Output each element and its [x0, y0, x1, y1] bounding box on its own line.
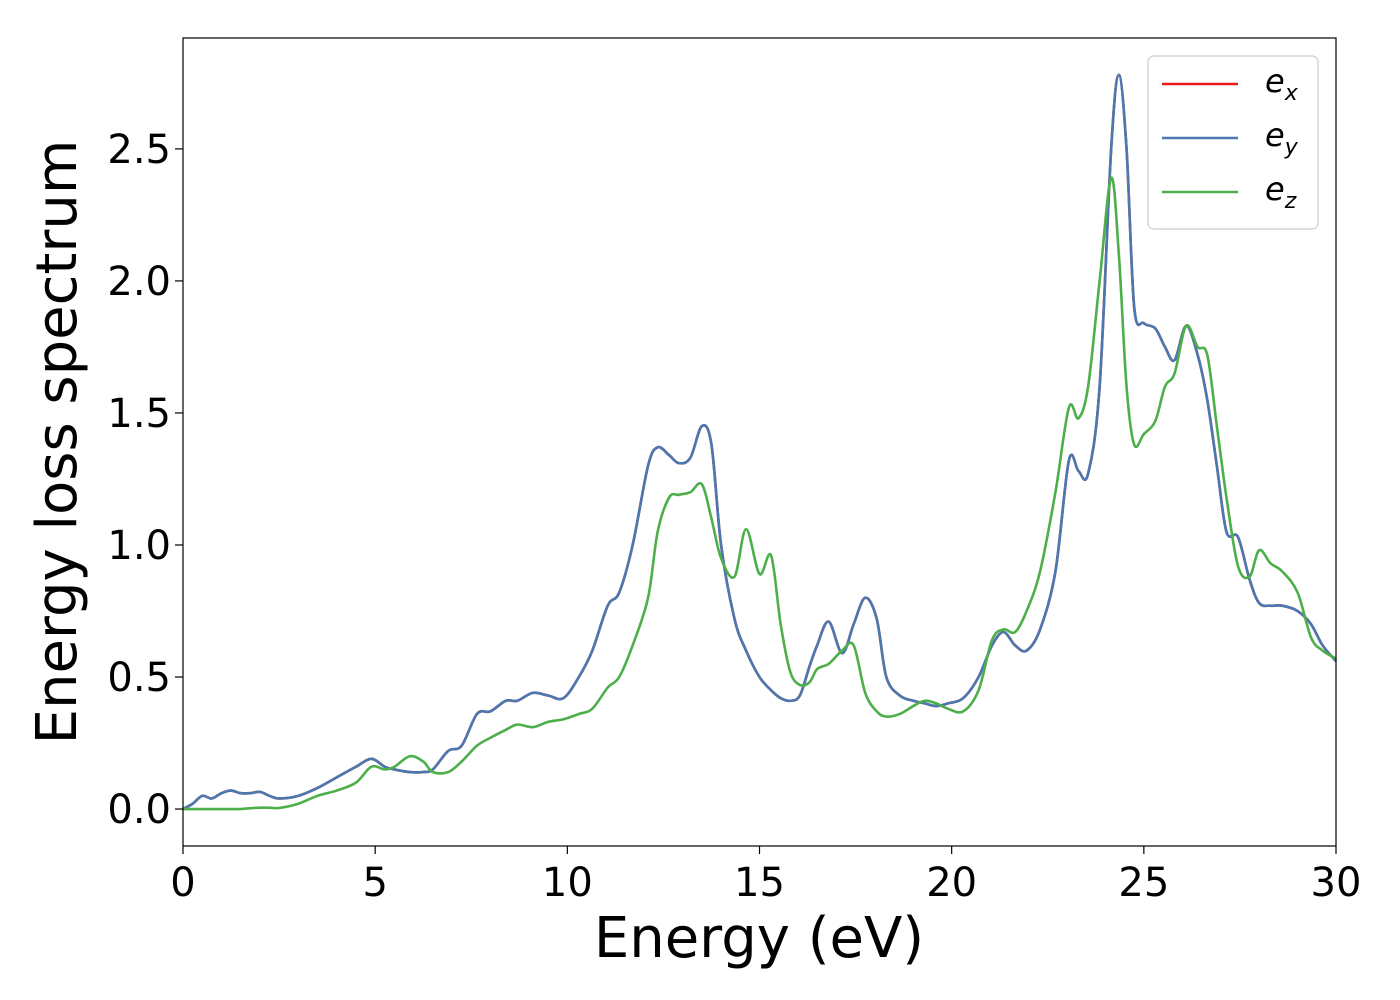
y-tick-label: 2.0 — [107, 259, 171, 305]
x-tick-label: 30 — [1311, 860, 1362, 906]
x-tick-label: 20 — [926, 860, 977, 906]
y-ticks: 0.0 0.5 1.0 1.5 2.0 2.5 — [107, 127, 183, 833]
legend-frame — [1147, 55, 1319, 230]
legend-label-e_y: ey — [1265, 116, 1299, 160]
series-line-e_z — [183, 176, 1337, 811]
y-tick-label: 0.5 — [107, 655, 171, 701]
y-tick-label: 1.5 — [107, 391, 171, 437]
y-tick-label: 1.0 — [107, 523, 171, 569]
legend-label-e_x: ex — [1265, 62, 1299, 106]
x-tick-label: 25 — [1118, 860, 1169, 906]
x-tick-label: 10 — [542, 860, 593, 906]
x-axis-label: Energy (eV) — [594, 906, 924, 971]
series-layer — [182, 73, 1337, 811]
x-ticks: 0 5 10 15 20 25 30 — [170, 846, 1361, 906]
x-tick-label: 0 — [170, 860, 195, 906]
y-tick-label: 0.0 — [107, 787, 171, 833]
legend-label-e_z: ez — [1265, 170, 1297, 214]
legend: ex ey ez — [1147, 55, 1319, 230]
y-axis-label: Energy loss spectrum — [25, 140, 90, 745]
y-tick-label: 2.5 — [107, 127, 171, 173]
x-tick-label: 5 — [362, 860, 387, 906]
x-tick-label: 15 — [734, 860, 785, 906]
